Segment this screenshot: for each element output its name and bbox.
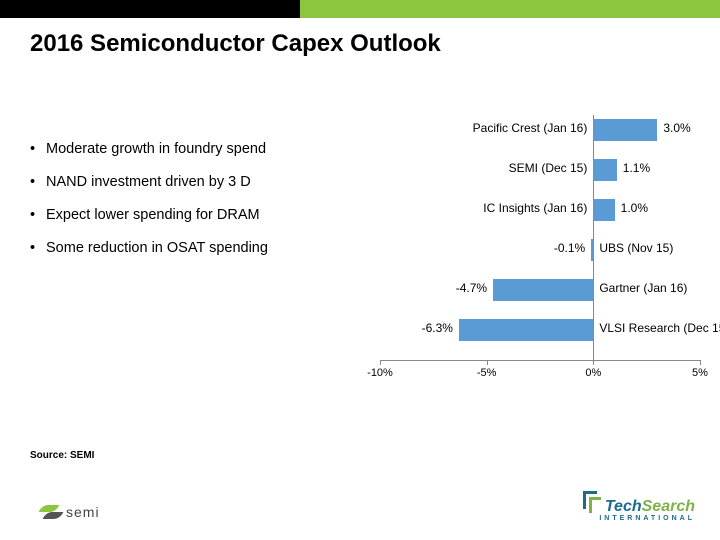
bar-value: 1.0% <box>621 201 648 215</box>
bar <box>593 159 616 181</box>
bar-label: UBS (Nov 15) <box>599 241 673 255</box>
capex-chart: -10%-5%0%5%Pacific Crest (Jan 16)3.0%SEM… <box>380 115 700 395</box>
source-caption: Source: SEMI <box>30 450 94 461</box>
bullet-item: Moderate growth in foundry spend <box>30 140 370 159</box>
bar-row: VLSI Research (Dec 15)-6.3% <box>380 315 700 345</box>
bar <box>593 119 657 141</box>
bar-value: -0.1% <box>554 241 585 255</box>
bar <box>459 319 593 341</box>
bar-row: Pacific Crest (Jan 16) 3.0% <box>380 115 700 145</box>
bar-label: VLSI Research (Dec 15) <box>599 321 720 335</box>
x-tick-label: 5% <box>692 367 708 379</box>
x-tick <box>487 360 488 365</box>
chart-plot: -10%-5%0%5%Pacific Crest (Jan 16)3.0%SEM… <box>380 115 700 360</box>
bar-value: 3.0% <box>663 121 690 135</box>
bar-value: 1.1% <box>623 161 650 175</box>
bar-row: IC Insights (Jan 16) 1.0% <box>380 195 700 225</box>
bar-value: -4.7% <box>456 281 487 295</box>
bar-label: Gartner (Jan 16) <box>599 281 687 295</box>
bar-value: -6.3% <box>422 321 453 335</box>
techsearch-logo-sub: INTERNATIONAL <box>581 515 695 522</box>
bar-row: UBS (Nov 15) -0.1% <box>380 235 700 265</box>
x-tick-label: -10% <box>367 367 393 379</box>
bar-label: IC Insights (Jan 16) <box>483 201 587 215</box>
techsearch-logo: TechSearch INTERNATIONAL <box>581 489 695 522</box>
x-tick <box>700 360 701 365</box>
semi-leaf-icon <box>40 505 62 519</box>
semi-logo-text: semi <box>66 504 100 520</box>
bar <box>593 199 614 221</box>
bullet-list: Moderate growth in foundry spend NAND in… <box>30 140 370 271</box>
semi-logo: semi <box>40 504 100 520</box>
x-tick-label: -5% <box>477 367 497 379</box>
x-tick <box>380 360 381 365</box>
bar <box>493 279 593 301</box>
techsearch-glyph-icon <box>581 489 603 515</box>
techsearch-logo-text: TechSearch <box>605 499 695 515</box>
bar <box>591 239 593 261</box>
bullet-item: Some reduction in OSAT spending <box>30 239 370 258</box>
bar-row: Gartner (Jan 16) -4.7% <box>380 275 700 305</box>
x-axis <box>380 360 700 361</box>
bullet-item: Expect lower spending for DRAM <box>30 206 370 225</box>
x-tick <box>593 360 594 365</box>
page-title: 2016 Semiconductor Capex Outlook <box>30 30 441 58</box>
accent-green <box>300 0 720 18</box>
header-accent <box>0 0 720 18</box>
bullet-item: NAND investment driven by 3 D <box>30 173 370 192</box>
bar-label: Pacific Crest (Jan 16) <box>473 121 588 135</box>
accent-dark <box>0 0 300 18</box>
x-tick-label: 0% <box>585 367 601 379</box>
bar-row: SEMI (Dec 15) 1.1% <box>380 155 700 185</box>
bar-label: SEMI (Dec 15) <box>509 161 588 175</box>
